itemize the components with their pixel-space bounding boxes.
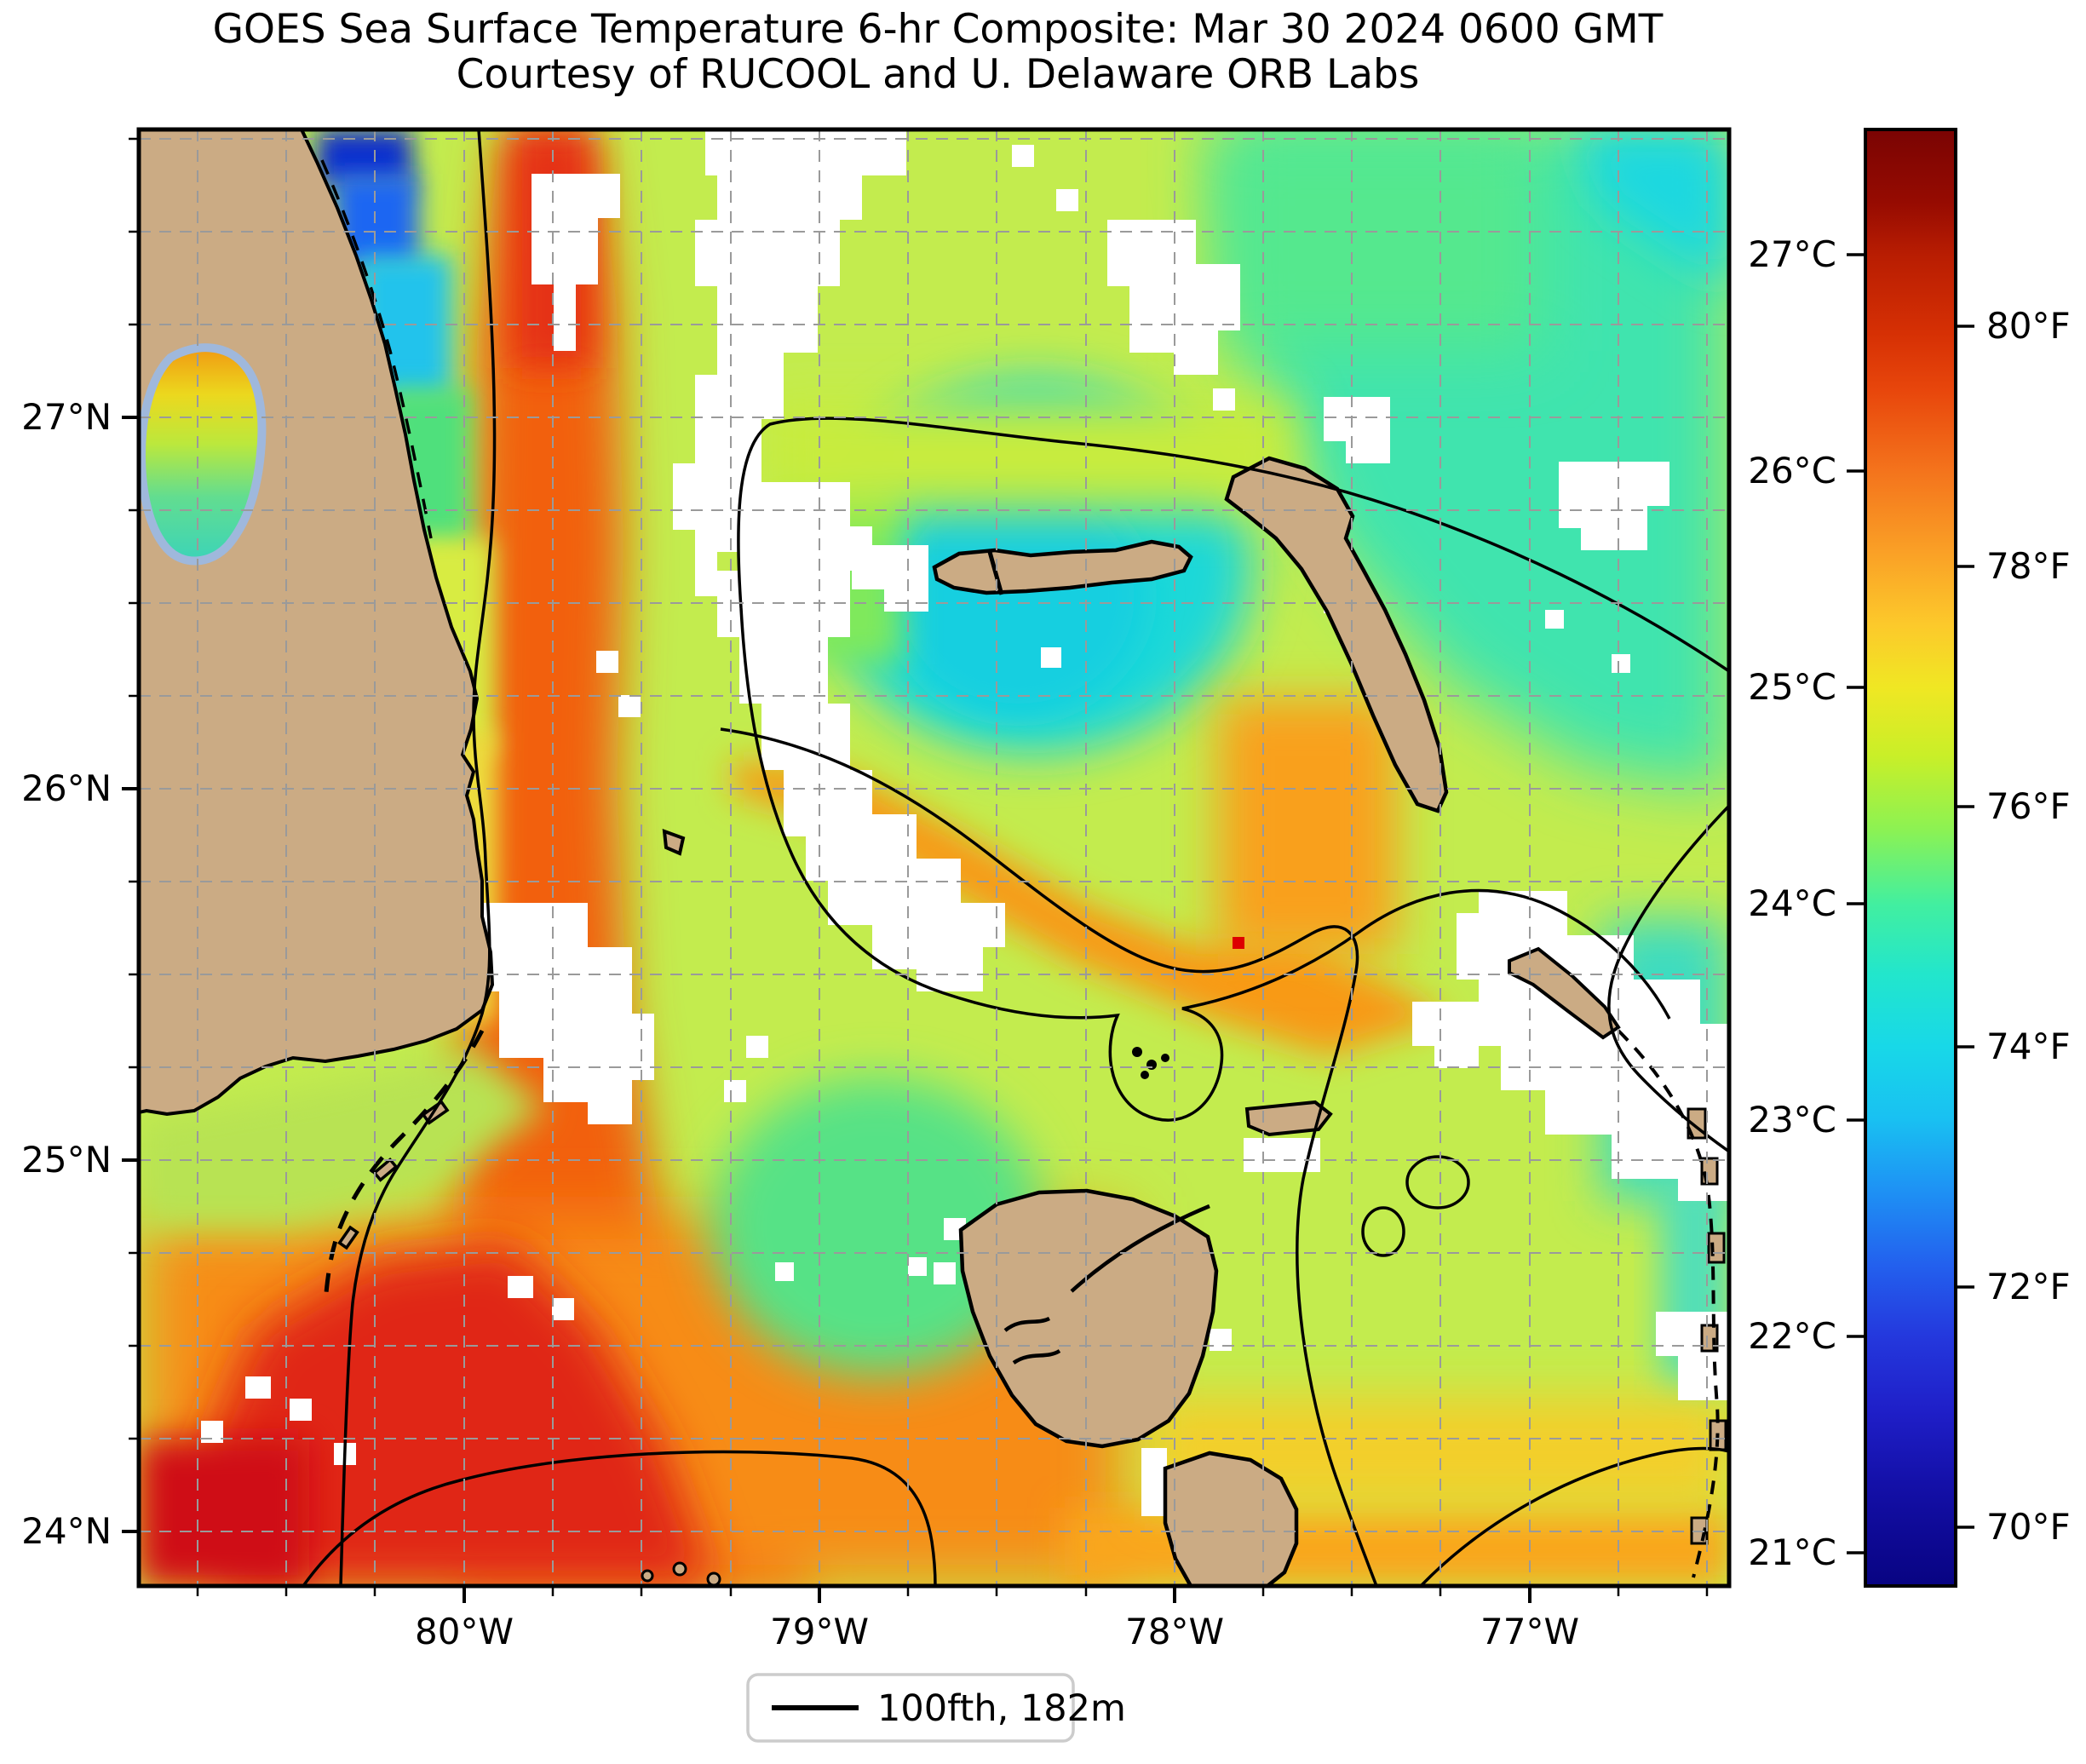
contour-grand-bahama-cut [987,551,1004,595]
cloud-top-right [1559,462,1669,550]
south-basin-red [204,1244,715,1586]
colorbar-fahrenheit-label: 78°F [1986,545,2071,587]
lake-okeechobee [139,343,267,566]
new-providence-island [1244,1100,1333,1137]
cloud-near-eleuthera [1412,1002,1479,1068]
southwest-hot-corner [139,1439,309,1586]
y-tick-label: 26°N [21,767,112,809]
map-axes-frame [136,127,1732,1589]
contour-closed-oval-1 [1405,1155,1470,1210]
contour-florida-shelf [339,129,497,1586]
contour-providence-channel-north [739,607,1671,1122]
y-tick-label: 24°N [21,1510,112,1552]
cloud-west-of-grand-bahama [852,545,928,612]
warm-patch-east [1218,698,1397,954]
contour-across-andros [1070,1204,1210,1293]
cloud-center [477,903,654,1124]
colorbar-fahrenheit-label: 72°F [1986,1266,2071,1307]
colorbar-ticks [1847,253,1974,1554]
corner-cyan-water [1567,129,1729,290]
cloud-center-left [717,482,1005,991]
green-water-top [1218,129,1542,351]
colorbar-celsius-label: 24°C [1748,882,1836,924]
contour-tongue-of-ocean [720,727,1378,1586]
y-tick-label: 27°N [21,396,112,438]
colorbar-celsius-label: 23°C [1748,1099,1836,1141]
colorbar-celsius-label: 25°C [1748,666,1836,708]
contour-little-bahama-north [737,417,1729,673]
legend-box: 100fth, 182m [746,1673,1126,1743]
colorbar: 27°C 26°C 25°C 24°C 23°C 22°C 21°C 80°F 78°F 76°F… [1748,128,2071,1588]
x-tick-label: 79°W [770,1611,869,1652]
land-layer [139,129,1727,1586]
florida-keys-dashed-chain [323,1029,485,1304]
x-tick-label: 78°W [1125,1611,1224,1652]
hot-pixel [1233,937,1244,949]
sst-field-layer [139,129,1729,1586]
axis-tick-labels: 80°W 79°W 78°W 77°W 27°N 26°N 25°N 24°N [21,396,1579,1652]
axis-ticks [122,137,1709,1603]
colorbar-celsius-label: 22°C [1748,1315,1836,1357]
andros-channel-squiggles [1003,1316,1061,1365]
colorbar-celsius-label: 26°C [1748,450,1836,491]
eleuthera-north-sliver [1508,946,1621,1040]
barrier-island-dashed-coast [320,159,433,539]
colorbar-fahrenheit-label: 74°F [1986,1026,2071,1067]
berry-islands-dots [1132,1047,1169,1079]
north-andros-island [958,1188,1219,1449]
colorbar-tick-labels: 27°C 26°C 25°C 24°C 23°C 22°C 21°C 80°F 78°F 76°F… [1748,233,2070,1573]
legend-frame [746,1673,1075,1743]
colorbar-fahrenheit-label: 70°F [1986,1506,2071,1548]
y-tick-label: 25°N [21,1139,112,1181]
figure-title-line1: GOES Sea Surface Temperature 6-hr Compos… [213,6,1664,53]
bimini-islands [662,829,686,856]
contour-cay-sal-bank [302,1450,937,1586]
bank-green-west-of-andros [711,1077,1043,1376]
eleuthera-chain-dashed-coast [1617,1029,1720,1578]
graticule-gridlines [139,129,1729,1586]
colorbar-fahrenheit-label: 80°F [1986,305,2071,347]
bank-cool-pool-core [890,477,1146,715]
abaco-islands [1224,456,1449,813]
colorbar-celsius-label: 27°C [1748,233,1836,275]
x-tick-label: 80°W [415,1611,514,1652]
cloud-northeast-2 [1324,397,1390,463]
contour-closed-oval-2 [1361,1206,1405,1257]
colorbar-fahrenheit-label: 76°F [1986,785,2071,827]
colorbar-celsius-label: 21°C [1748,1531,1836,1573]
colorbar-gradient-bar [1864,128,1957,1588]
contour-eleuthera-shelf [1607,804,1729,1153]
legend-label: 100fth, 182m [877,1687,1126,1730]
x-tick-label: 77°W [1480,1611,1579,1652]
figure-title-line2: Courtesy of RUCOOL and U. Delaware ORB L… [457,51,1420,98]
